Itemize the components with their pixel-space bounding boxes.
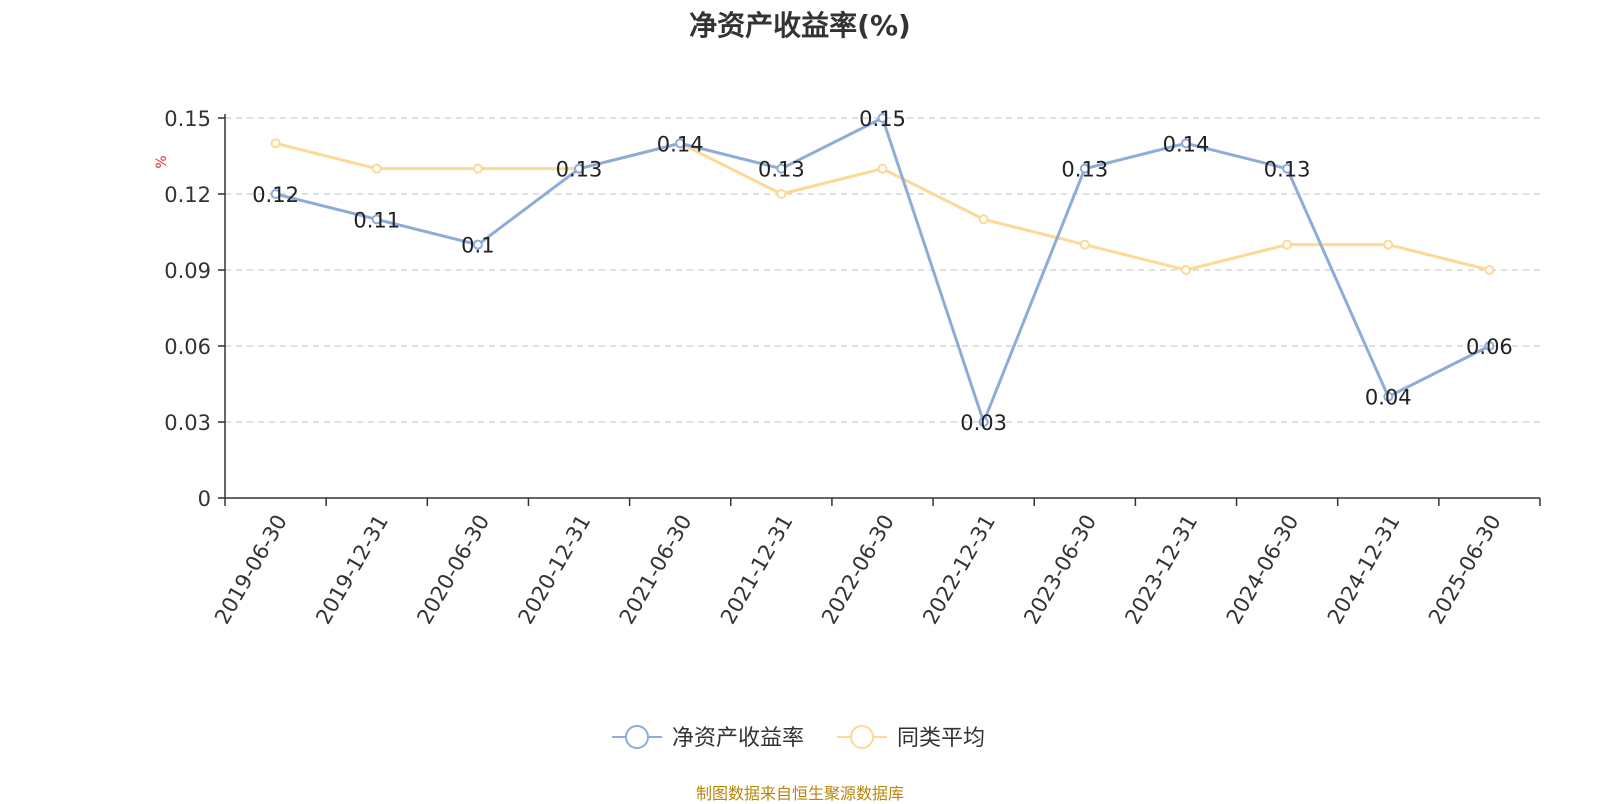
data-label: 0.13: [1264, 158, 1311, 182]
y-tick-label: 0.15: [164, 107, 211, 131]
series-point-0: [1484, 341, 1495, 351]
series-point-1: [776, 189, 787, 199]
x-tick-label: 2023-06-30: [1019, 511, 1101, 629]
y-tick-label: 0.12: [164, 183, 211, 207]
series-point-1: [1484, 265, 1495, 275]
x-tick-label: 2025-06-30: [1424, 511, 1506, 629]
y-axis-unit-label: %: [154, 155, 170, 168]
data-label: 0.04: [1365, 386, 1412, 410]
chart-title: 净资产收益率(%): [689, 9, 911, 42]
series-point-0: [877, 113, 888, 123]
x-tick-label: 2020-12-31: [514, 511, 596, 629]
series-point-0: [270, 189, 281, 199]
data-source-note: 制图数据来自恒生聚源数据库: [695, 784, 904, 803]
series-point-1: [371, 163, 382, 174]
y-tick-label: 0.09: [164, 259, 211, 283]
x-tick-label: 2024-12-31: [1323, 511, 1405, 629]
legend-label-1: 同类平均: [897, 726, 985, 751]
y-tick-label: 0: [198, 487, 211, 511]
series-point-1: [472, 163, 483, 174]
x-tick-label: 2020-06-30: [412, 511, 494, 629]
series-point-0: [1079, 163, 1090, 174]
series-point-0: [574, 163, 585, 174]
series-point-1: [978, 214, 989, 225]
x-tick-label: 2021-06-30: [615, 511, 697, 629]
x-tick-label: 2021-12-31: [716, 511, 798, 629]
data-label: 0.1: [461, 234, 494, 258]
data-label: 0.14: [657, 132, 704, 156]
x-tick-label: 2019-12-31: [311, 511, 393, 629]
x-tick-label: 2022-06-30: [817, 511, 899, 629]
series-point-0: [371, 214, 382, 225]
data-label: 0.13: [556, 158, 603, 182]
data-label: 0.15: [859, 107, 906, 131]
legend-marker-1: [850, 725, 874, 749]
series-point-0: [776, 163, 787, 174]
series-point-0: [1180, 138, 1191, 149]
legend-marker-0: [625, 725, 649, 749]
series-point-1: [1383, 239, 1394, 250]
x-tick-label: 2023-12-31: [1120, 511, 1202, 629]
series-point-1: [270, 138, 281, 149]
series-point-0: [1383, 391, 1394, 402]
series-point-0: [675, 138, 686, 149]
data-label: 0.06: [1466, 335, 1513, 359]
data-label: 0.11: [353, 208, 400, 232]
series-point-0: [472, 239, 483, 250]
x-tick-label: 2019-06-30: [210, 511, 292, 629]
y-tick-label: 0.03: [164, 411, 211, 435]
data-label: 0.14: [1163, 132, 1210, 156]
data-label: 0.13: [758, 158, 805, 182]
y-tick-label: 0.06: [164, 335, 211, 359]
series-point-1: [1079, 239, 1090, 250]
series-point-1: [1282, 239, 1293, 250]
series-point-0: [1282, 163, 1293, 174]
series-point-0: [978, 417, 989, 427]
series-point-1: [1180, 265, 1191, 275]
series-point-1: [877, 163, 888, 174]
x-tick-label: 2024-06-30: [1222, 511, 1304, 629]
x-tick-label: 2022-12-31: [918, 510, 1000, 628]
data-label: 0.13: [1061, 158, 1108, 182]
data-label: 0.03: [960, 411, 1007, 435]
legend-label-0: 净资产收益率: [672, 726, 804, 751]
data-label: 0.12: [252, 183, 299, 207]
